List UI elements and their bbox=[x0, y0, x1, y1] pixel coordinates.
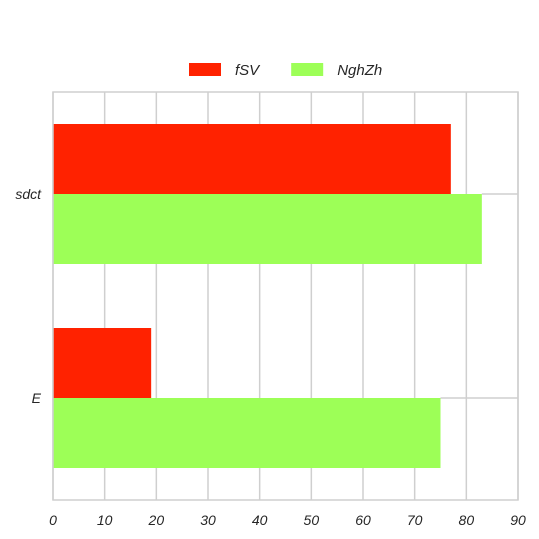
legend: fSV NghZh bbox=[189, 62, 382, 79]
x-tick-label-3: 30 bbox=[200, 512, 216, 528]
x-tick-label-0: 0 bbox=[49, 512, 57, 528]
legend-label-1: NghZh bbox=[337, 62, 382, 79]
y-axis-categories: sdct E bbox=[15, 186, 42, 406]
x-tick-label-6: 60 bbox=[355, 512, 371, 528]
x-tick-label-4: 40 bbox=[252, 512, 268, 528]
bar-fSV-E bbox=[53, 328, 152, 398]
bar-NghZh-sdct bbox=[53, 194, 482, 264]
bar-fSV-sdct bbox=[53, 124, 451, 194]
x-tick-label-8: 80 bbox=[459, 512, 475, 528]
x-tick-label-2: 20 bbox=[148, 512, 165, 528]
x-tick-label-5: 50 bbox=[304, 512, 320, 528]
legend-swatch-0 bbox=[189, 63, 221, 76]
x-tick-label-9: 90 bbox=[510, 512, 526, 528]
legend-swatch-1 bbox=[291, 63, 324, 76]
x-tick-label-7: 70 bbox=[407, 512, 423, 528]
plot-frame bbox=[52, 91, 519, 501]
x-tick-label-1: 10 bbox=[97, 512, 113, 528]
y-category-label-1: E bbox=[32, 390, 42, 406]
bars bbox=[53, 124, 482, 468]
bar-NghZh-E bbox=[53, 398, 441, 468]
y-category-label-0: sdct bbox=[15, 186, 42, 202]
x-axis-ticks: 0 10 20 30 40 50 60 70 80 90 bbox=[49, 512, 526, 528]
legend-label-0: fSV bbox=[235, 62, 261, 79]
